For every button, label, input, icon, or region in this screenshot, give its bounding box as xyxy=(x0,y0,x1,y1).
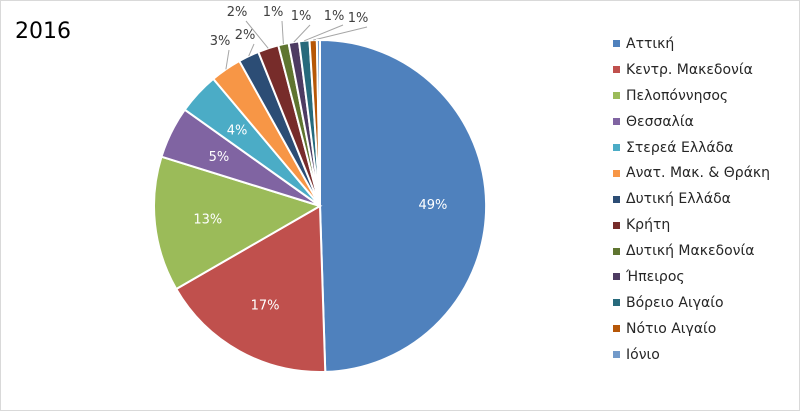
legend-label: Κρήτη xyxy=(626,217,671,234)
legend-entry: Νότιο Αιγαίο xyxy=(613,316,770,342)
legend-entry: Πελοπόννησος xyxy=(613,83,770,109)
data-label: 0% xyxy=(1,1,11,5)
pie-slice xyxy=(319,38,488,373)
data-label: 1% xyxy=(348,11,369,26)
legend-swatch xyxy=(613,351,620,359)
legend-entry: Δυτική Ελλάδα xyxy=(613,186,770,212)
legend-swatch xyxy=(613,247,620,255)
legend-label: Ιόνιο xyxy=(626,346,660,363)
legend: Αττική Κεντρ. Μακεδονία Πελοπόννησος Θεσσαλ… xyxy=(613,31,770,368)
legend-entry: Δυτική Μακεδονία xyxy=(613,238,770,264)
legend-label: Πελοπόννησος xyxy=(626,87,729,104)
legend-swatch xyxy=(613,92,620,100)
leader-line xyxy=(304,24,344,42)
pie-slice xyxy=(174,204,327,373)
leader-line xyxy=(281,20,284,45)
legend-entry: Βόρειο Αιγαίο xyxy=(613,290,770,316)
legend-label: Ανατ. Μακ. & Θράκη xyxy=(626,165,771,182)
data-label: 4% xyxy=(227,123,248,138)
data-label: 2% xyxy=(227,5,248,20)
legend-swatch xyxy=(613,221,620,229)
legend-entry: Ανατ. Μακ. & Θράκη xyxy=(613,160,770,186)
legend-label: Νότιο Αιγαίο xyxy=(626,320,717,337)
data-label: 13% xyxy=(193,213,222,228)
legend-swatch xyxy=(613,195,620,203)
legend-swatch xyxy=(613,169,620,177)
legend-swatch xyxy=(613,273,620,281)
legend-swatch xyxy=(613,66,620,74)
legend-entry: Αττική xyxy=(613,31,770,57)
legend-label: Αττική xyxy=(626,35,675,52)
legend-entry: Κεντρ. Μακεδονία xyxy=(613,57,770,83)
data-label: 49% xyxy=(418,198,447,213)
pie-slice xyxy=(315,38,321,207)
legend-swatch xyxy=(613,40,620,48)
legend-label: Θεσσαλία xyxy=(626,113,694,130)
data-label: 1% xyxy=(324,9,345,24)
legend-swatch xyxy=(613,299,620,307)
leader-line xyxy=(225,49,230,70)
legend-swatch xyxy=(613,325,620,333)
data-label: 1% xyxy=(263,5,284,20)
legend-swatch xyxy=(613,144,620,151)
data-label: 1% xyxy=(291,9,312,24)
legend-swatch xyxy=(613,118,620,126)
chart-title: 2016 xyxy=(15,19,71,44)
legend-label: Δυτική Ελλάδα xyxy=(626,191,731,208)
legend-entry: Ιόνιο xyxy=(613,342,770,368)
leader-line xyxy=(293,24,311,43)
legend-label: Στερεά Ελλάδα xyxy=(626,139,734,156)
legend-entry: Στερεά Ελλάδα xyxy=(613,135,770,161)
legend-label: Κεντρ. Μακεδονία xyxy=(626,61,753,78)
leader-line xyxy=(248,43,255,57)
legend-entry: Θεσσαλία xyxy=(613,109,770,135)
data-label: 2% xyxy=(235,28,256,43)
leader-line xyxy=(245,20,269,49)
data-label: 5% xyxy=(209,150,230,165)
data-label: 3% xyxy=(210,34,231,49)
legend-entry: Κρήτη xyxy=(613,212,770,238)
legend-label: Δυτική Μακεδονία xyxy=(626,243,755,260)
legend-entry: Ήπειρος xyxy=(613,264,770,290)
pie-slice xyxy=(153,155,323,291)
leader-line xyxy=(313,26,368,41)
legend-label: Ήπειρος xyxy=(626,268,685,285)
data-label: 17% xyxy=(251,299,280,314)
legend-label: Βόρειο Αιγαίο xyxy=(626,294,724,311)
